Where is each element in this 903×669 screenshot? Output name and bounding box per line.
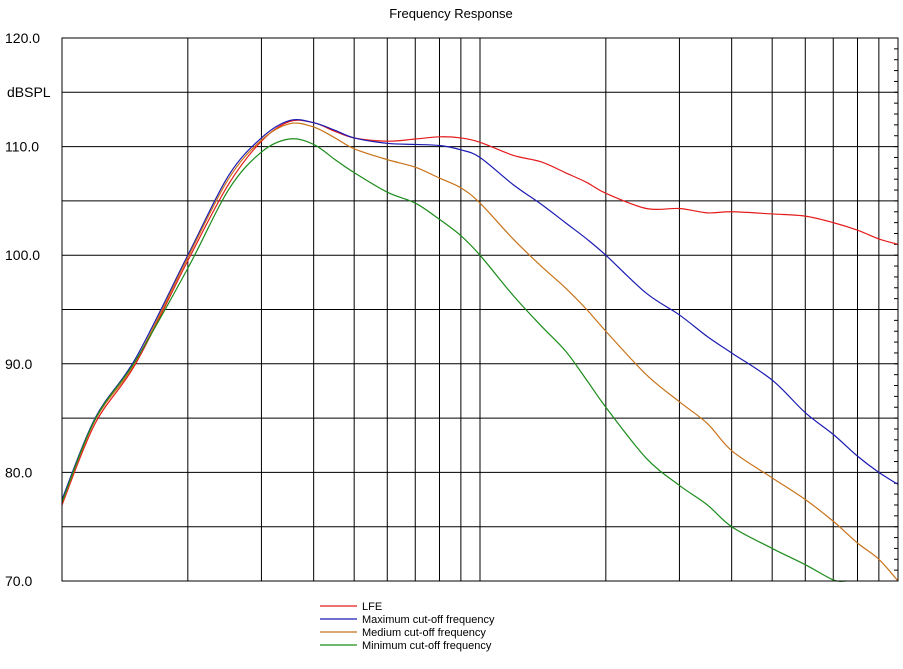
legend-entry-label: LFE: [362, 601, 382, 613]
series-line-4: [61, 138, 846, 583]
y-tick-label: 90.0: [5, 356, 32, 372]
y-tick-label: 110.0: [5, 139, 39, 155]
legend-entry-label: Maximum cut-off frequency: [362, 614, 495, 626]
series-line-1: [61, 119, 899, 506]
series-line-3: [61, 122, 899, 582]
series-lines: [61, 118, 899, 583]
chart-title: Frequency Response: [389, 6, 513, 21]
y-tick-labels: 120.0 110.0 100.0 90.0 80.0 70.0: [5, 30, 40, 589]
legend-entry-label: Minimum cut-off frequency: [362, 640, 492, 652]
legend-entry-label: Medium cut-off frequency: [362, 627, 486, 639]
series-line-2: [61, 118, 899, 500]
plot-frame: [61, 37, 899, 582]
y-tick-label: 70.0: [5, 573, 32, 589]
y-tick-label: 100.0: [5, 247, 40, 263]
y-axis-label: dBSPL: [7, 84, 51, 100]
grid: [62, 37, 898, 582]
y-tick-label: 120.0: [5, 30, 40, 46]
y-tick-label: 80.0: [5, 464, 32, 480]
